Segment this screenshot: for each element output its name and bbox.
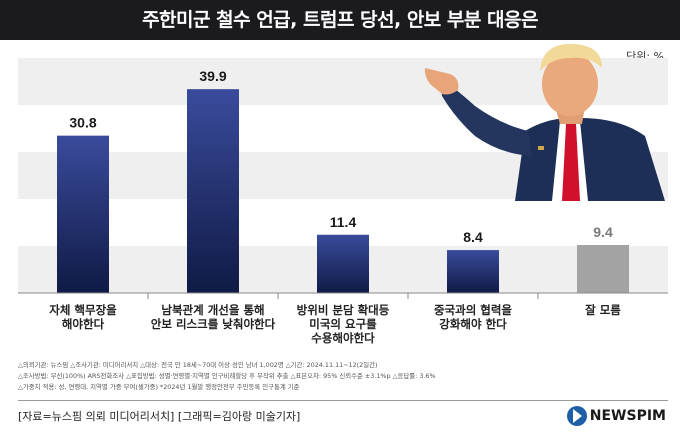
- category-label-1: 남북관계 개선을 통해 안보 리스크를 낮춰야한다: [150, 303, 276, 331]
- bar-0: [57, 135, 109, 293]
- category-label-3: 중국과의 협력을 강화해야 한다: [433, 303, 513, 331]
- newspim-logo-text: NEWSPIM: [589, 408, 666, 424]
- footer-divider: [18, 400, 668, 401]
- header-bar: [0, 0, 680, 40]
- note-line: △조사방법: 무선(100%) ARS전화조사 △표집방법: 성별·연령별·지역…: [18, 372, 436, 380]
- value-label-2: 11.4: [330, 214, 357, 230]
- chart-title: 주한미군 철수 언급, 트럼프 당선, 안보 부분 대응은: [142, 9, 538, 31]
- value-label-0: 30.8: [69, 115, 96, 131]
- note-line: △가중치 적용: 성, 연령대, 지역별 가중 부여(셀가중) *2024년 1…: [18, 383, 300, 391]
- category-label-4: 잘 모름: [585, 303, 621, 317]
- category-label-0: 자체 핵무장을 해야한다: [49, 303, 117, 331]
- bar-2: [317, 234, 369, 293]
- value-label-3: 8.4: [463, 229, 483, 245]
- survey-notes: △의뢰기관: 뉴스핌 △조사기관: 미디어리서치 △대상: 전국 만 18세~7…: [18, 360, 668, 393]
- category-label-2: 방위비 분담 확대등 미국의 요구를 수용해야한다: [296, 303, 390, 345]
- bar-3: [447, 250, 499, 293]
- value-label-1: 39.9: [199, 68, 226, 84]
- newspim-logo-icon: [566, 406, 587, 426]
- note-line: △의뢰기관: 뉴스핌 △조사기관: 미디어리서치 △대상: 전국 만 18세~7…: [18, 361, 378, 369]
- source-credit: [자료=뉴스핌 의뢰 미디어리서치] [그래픽=김아랑 미술기자]: [18, 410, 301, 423]
- bar-4: [577, 244, 629, 293]
- pointing-man-photo: [424, 44, 665, 201]
- newspim-logo: NEWSPIM: [566, 404, 666, 428]
- value-label-4: 9.4: [593, 224, 613, 240]
- bar-1: [187, 89, 239, 293]
- bar-chart: 30.8 39.9 11.4 8.4 9.4: [18, 58, 668, 299]
